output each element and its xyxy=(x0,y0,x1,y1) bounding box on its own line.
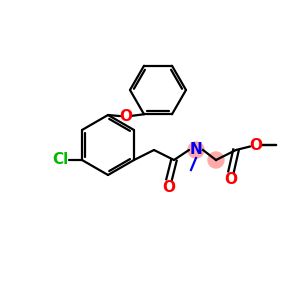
Circle shape xyxy=(188,142,204,158)
Text: O: O xyxy=(163,179,176,194)
Text: O: O xyxy=(250,137,262,152)
Text: O: O xyxy=(119,109,133,124)
Circle shape xyxy=(208,152,224,168)
Text: N: N xyxy=(190,142,202,158)
Text: Cl: Cl xyxy=(52,152,68,167)
Text: O: O xyxy=(224,172,238,187)
